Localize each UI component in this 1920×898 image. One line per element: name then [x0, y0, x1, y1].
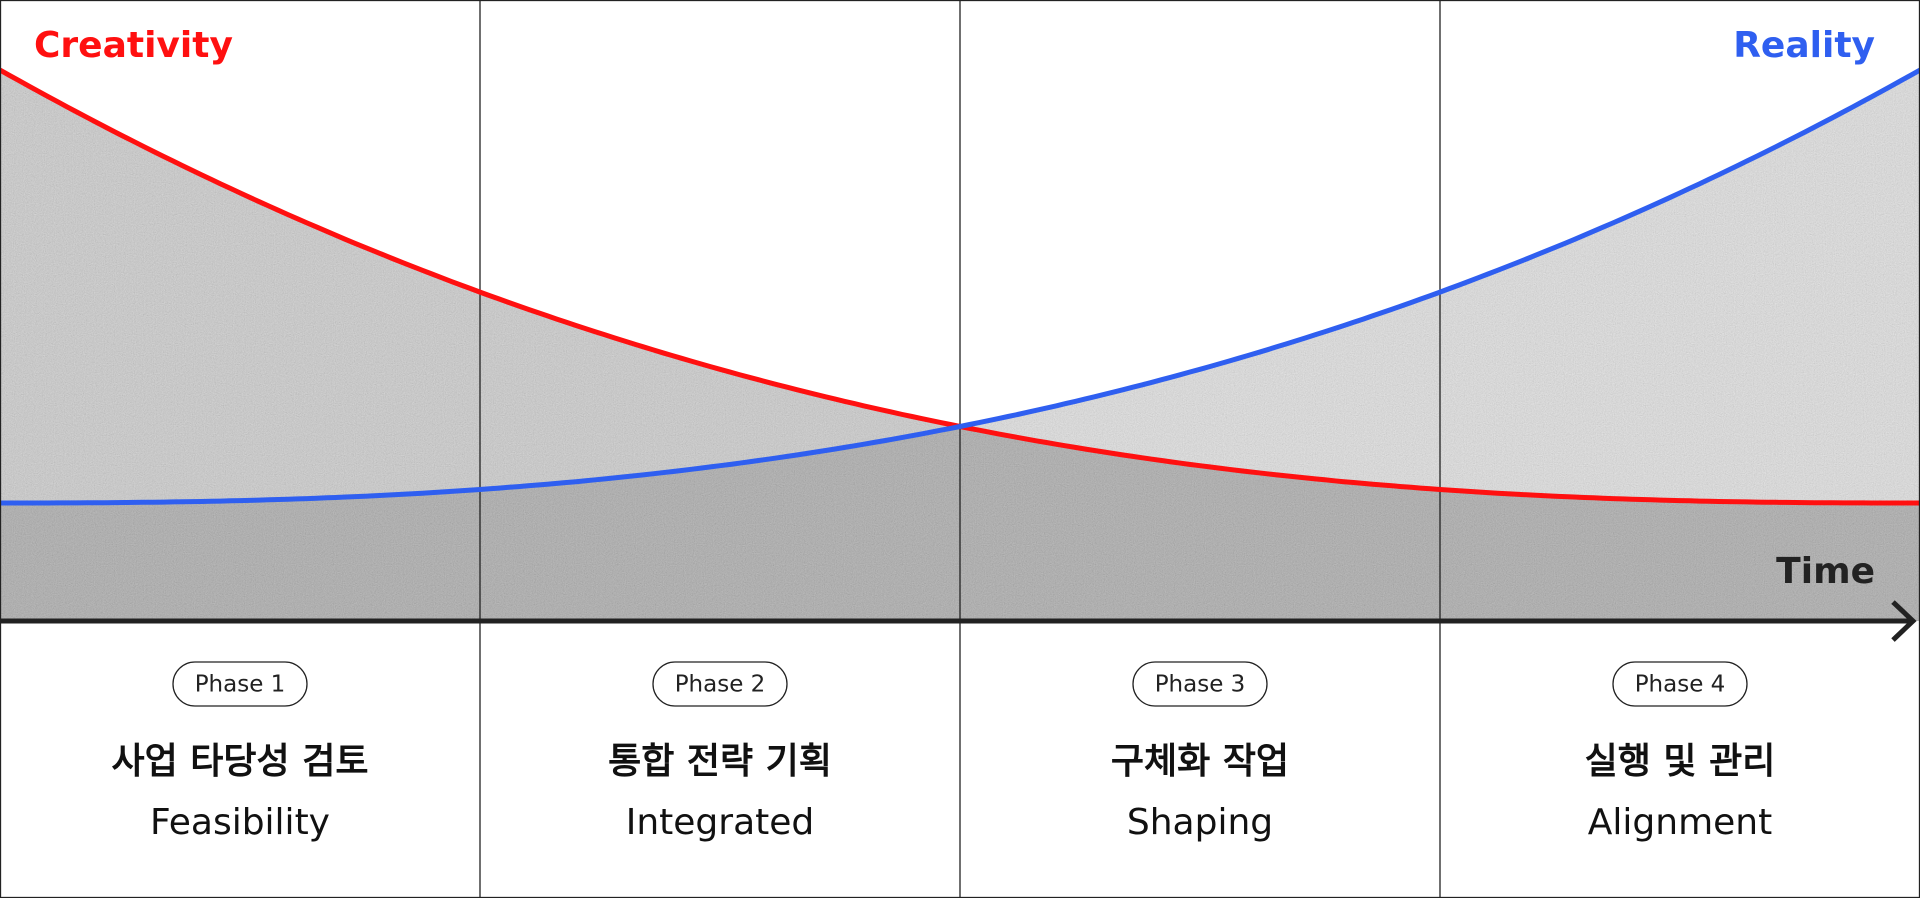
- axis-arrow: [1891, 600, 1917, 642]
- phase-title: 구체화 작업: [1111, 741, 1289, 782]
- phase-title: 통합 전략 기획: [608, 741, 832, 782]
- phase-subtitle: Feasibility: [150, 802, 330, 843]
- phase-subtitle: Integrated: [626, 802, 815, 843]
- phase-subtitle: Alignment: [1588, 802, 1772, 843]
- phase-badge: [652, 661, 788, 707]
- phase-badge: [1132, 661, 1268, 707]
- phase-subtitle: Shaping: [1127, 802, 1273, 843]
- phase-badge: [172, 661, 308, 707]
- dividers: [479, 0, 1441, 898]
- phase-badge-text: Phase 2: [675, 672, 766, 698]
- reality-label: Reality: [1733, 25, 1875, 66]
- creativity-label: Creativity: [34, 25, 233, 66]
- reality-curve: [0, 67, 1920, 506]
- phase-badge-text: Phase 4: [1635, 672, 1726, 698]
- phase-title: 실행 및 관리: [1585, 741, 1776, 782]
- phase-badge-text: Phase 1: [195, 672, 286, 698]
- phase-badge-text: Phase 3: [1155, 672, 1246, 698]
- time-label: Time: [1776, 551, 1875, 592]
- phase-badge: [1612, 661, 1748, 707]
- phases: Phase 1 사업 타당성 검토 Feasibility Phase 2 통합 전략 …: [112, 661, 1776, 843]
- phase-title: 사업 타당성 검토: [112, 741, 369, 782]
